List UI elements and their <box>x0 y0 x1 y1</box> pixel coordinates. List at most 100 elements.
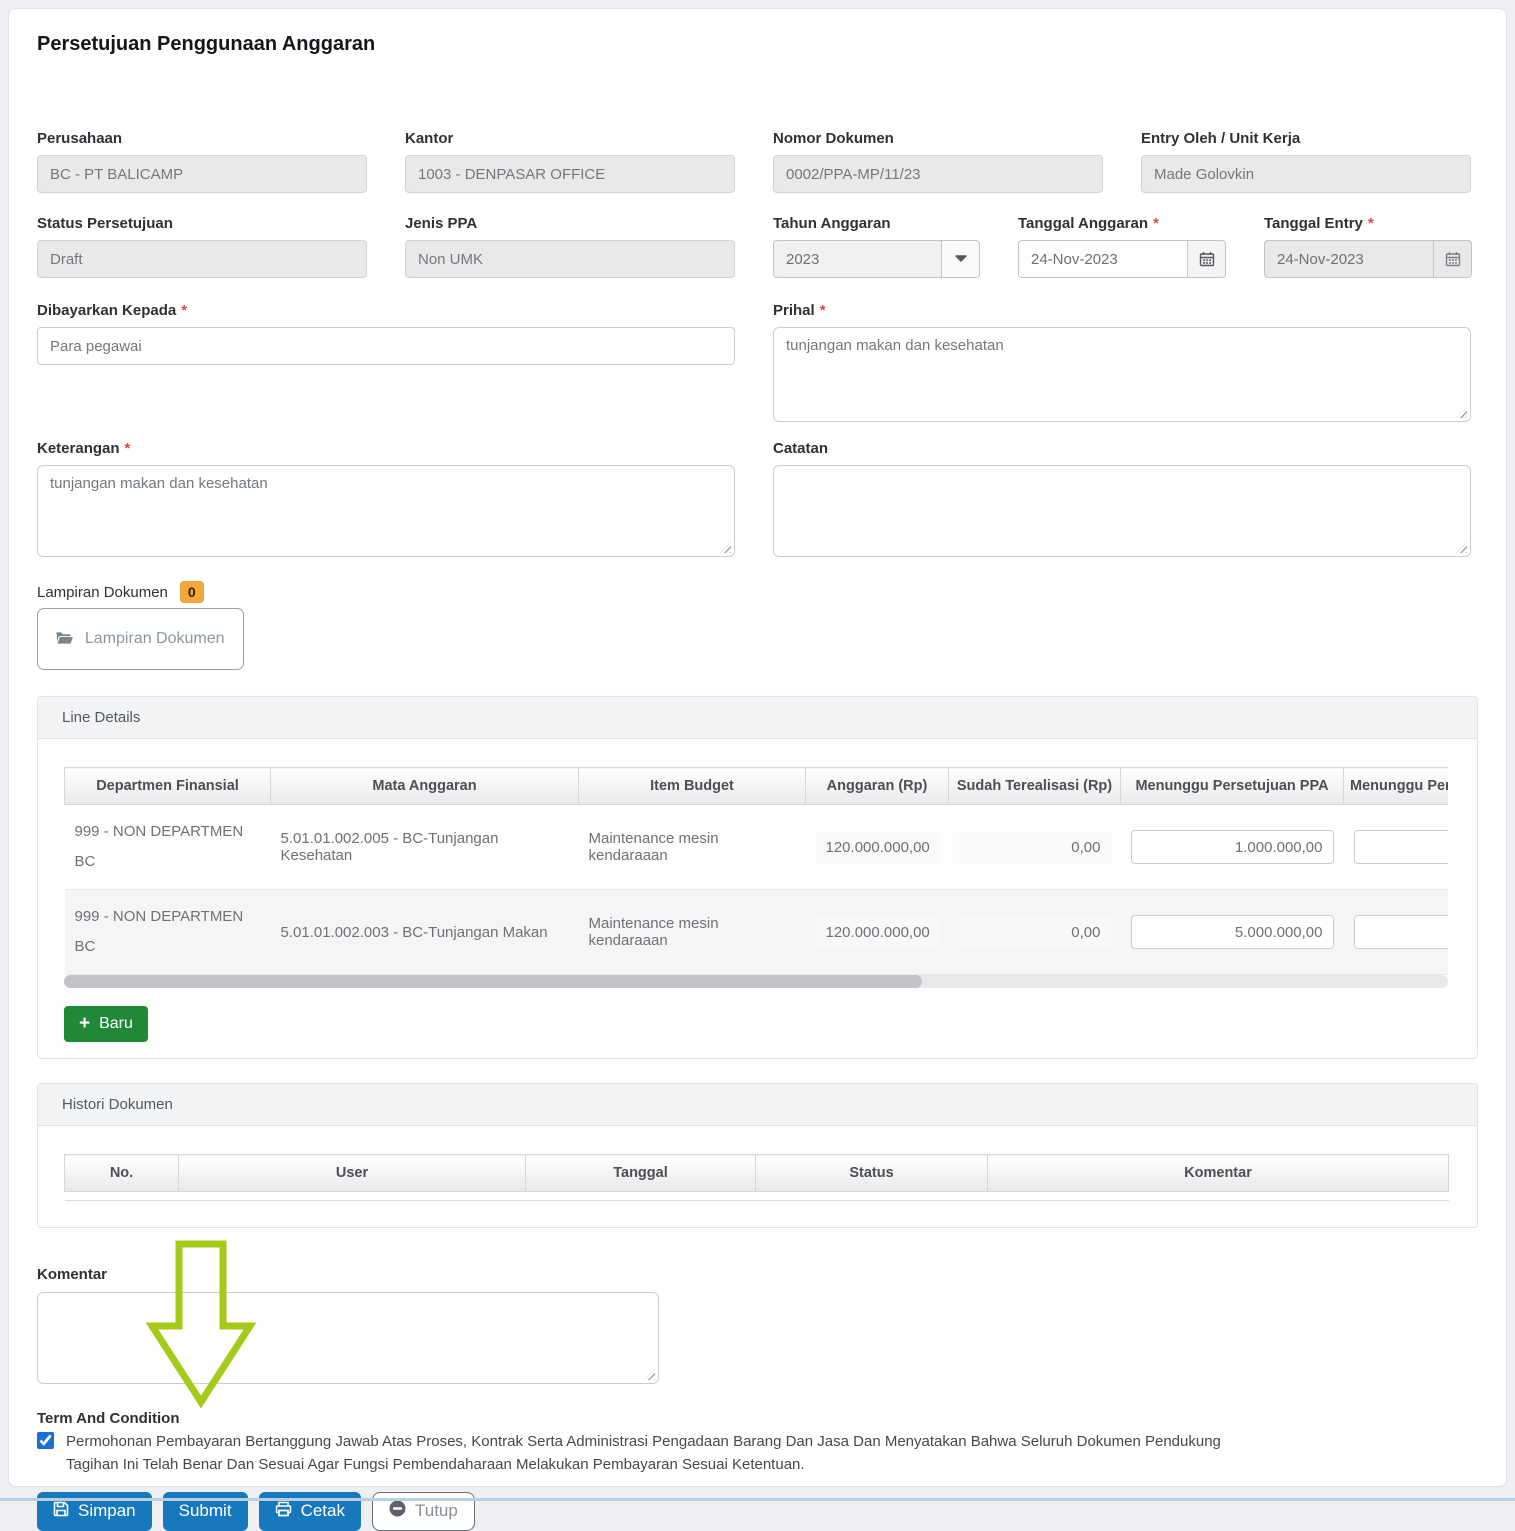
dept-cell: 999 - NON DEPARTMEN BC <box>74 908 244 955</box>
field-perusahaan: Perusahaan <box>37 130 367 193</box>
horizontal-scrollbar[interactable] <box>64 975 1448 988</box>
tanggal-entry-value: 24-Nov-2023 <box>1277 250 1364 268</box>
kantor-label: Kantor <box>405 130 454 147</box>
tahun-anggaran-label: Tahun Anggaran <box>773 215 891 232</box>
submit-button-label: Submit <box>178 1501 232 1520</box>
tanggal-anggaran-datepicker[interactable]: 24-Nov-2023 <box>1018 240 1226 278</box>
col-status: Status <box>755 1154 988 1192</box>
komentar-section: Komentar <box>37 1266 659 1384</box>
histori-table: No. User Tanggal Status Komentar <box>64 1154 1449 1201</box>
col-menunggu-persetujuan-ppa: Menunggu Persetujuan PPA <box>1120 767 1344 805</box>
col-sudah-terealisasi: Sudah Terealisasi (Rp) <box>948 767 1121 805</box>
jenis-ppa-label: Jenis PPA <box>405 215 478 232</box>
terealisasi-value: 0,00 <box>958 831 1111 863</box>
mata-anggaran-cell: 5.01.01.002.005 - BC-Tunjangan Kesehatan <box>270 804 579 890</box>
komentar-textarea[interactable] <box>37 1292 659 1384</box>
tanggal-anggaran-value: 24-Nov-2023 <box>1031 250 1118 268</box>
main-form-card: Persetujuan Penggunaan Anggaran Perusaha… <box>8 8 1507 1531</box>
term-heading: Term And Condition <box>37 1410 180 1427</box>
line-details-table: Departmen Finansial Mata Anggaran Item B… <box>64 767 1448 975</box>
terealisasi-value: 0,00 <box>958 916 1111 948</box>
nomor-dokumen-label: Nomor Dokumen <box>773 130 894 147</box>
baru-button[interactable]: + Baru <box>64 1006 148 1042</box>
dept-cell: 999 - NON DEPARTMEN BC <box>74 823 244 870</box>
required-asterisk: * <box>181 302 188 319</box>
col-menunggu-cut: Menunggu Per <box>1343 767 1448 805</box>
field-tahun-anggaran: Tahun Anggaran 2023 <box>773 215 980 278</box>
menunggu-cut-input[interactable] <box>1353 830 1448 864</box>
col-no: No. <box>64 1154 179 1192</box>
plus-icon: + <box>79 1013 91 1034</box>
scrollbar-thumb[interactable] <box>64 975 923 988</box>
col-item-budget: Item Budget <box>578 767 806 805</box>
chevron-down-icon[interactable] <box>941 241 979 277</box>
field-prihal: Prihal * tunjangan makan dan kesehatan <box>773 302 1471 422</box>
cetak-button-label: Cetak <box>300 1501 345 1520</box>
required-asterisk: * <box>124 440 131 457</box>
item-budget-cell: Maintenance mesin kendaraaan <box>578 804 806 890</box>
entry-oleh-label: Entry Oleh / Unit Kerja <box>1141 130 1301 147</box>
catatan-label: Catatan <box>773 440 829 457</box>
field-status-persetujuan: Status Persetujuan <box>37 215 367 278</box>
status-persetujuan-input <box>37 240 367 278</box>
minus-circle-icon <box>389 1500 406 1522</box>
field-tanggal-anggaran: Tanggal Anggaran * 24-Nov-2023 <box>1018 215 1226 278</box>
lampiran-section: Lampiran Dokumen 0 Lampiran Dokumen <box>37 581 1478 670</box>
baru-button-label: Baru <box>99 1015 133 1032</box>
catatan-textarea[interactable] <box>773 465 1471 557</box>
bottom-edge-strip <box>0 1498 1515 1501</box>
col-user: User <box>178 1154 526 1192</box>
menunggu-ppa-input[interactable] <box>1130 830 1334 864</box>
lampiran-count-badge: 0 <box>179 581 204 603</box>
form-row-1: Perusahaan Kantor Nomor Dokumen Entry Ol… <box>37 130 1478 193</box>
calendar-icon[interactable] <box>1187 241 1225 277</box>
anggaran-value: 120.000.000,00 <box>815 916 939 948</box>
field-keterangan: Keterangan * tunjangan makan dan kesehata… <box>37 440 735 557</box>
line-details-title: Line Details <box>38 697 1477 739</box>
table-row: 999 - NON DEPARTMEN BC 5.01.01.002.003 -… <box>64 889 1448 975</box>
jenis-ppa-input <box>405 240 735 278</box>
status-persetujuan-label: Status Persetujuan <box>37 215 173 232</box>
keterangan-textarea[interactable]: tunjangan makan dan kesehatan <box>37 465 735 557</box>
field-jenis-ppa: Jenis PPA <box>405 215 735 278</box>
entry-oleh-input <box>1141 155 1471 193</box>
required-asterisk: * <box>1153 215 1159 232</box>
lampiran-label: Lampiran Dokumen <box>37 583 168 601</box>
dibayarkan-kepada-input[interactable] <box>37 327 735 365</box>
folder-open-icon <box>56 631 77 649</box>
col-mata-anggaran: Mata Anggaran <box>270 767 579 805</box>
form-row-2: Status Persetujuan Jenis PPA Tahun Angga… <box>37 215 1478 278</box>
form-row-4: Keterangan * tunjangan makan dan kesehata… <box>37 440 1478 557</box>
menunggu-ppa-input[interactable] <box>1130 915 1334 949</box>
term-text: Permohonan Pembayaran Bertanggung Jawab … <box>66 1433 1221 1474</box>
table-row: 999 - NON DEPARTMEN BC 5.01.01.002.005 -… <box>64 804 1448 890</box>
field-kantor: Kantor <box>405 130 735 193</box>
col-komentar: Komentar <box>987 1154 1449 1192</box>
komentar-label: Komentar <box>37 1266 108 1283</box>
tutup-button-label: Tutup <box>414 1501 458 1520</box>
tanggal-entry-datepicker: 24-Nov-2023 <box>1264 240 1472 278</box>
calendar-icon <box>1433 241 1471 277</box>
term-and-condition-section: Term And Condition Permohonan Pembayaran… <box>37 1410 1478 1477</box>
required-asterisk: * <box>1367 215 1374 232</box>
empty-history-row <box>64 1191 1449 1201</box>
field-catatan: Catatan <box>773 440 1471 557</box>
keterangan-label: Keterangan <box>37 440 120 457</box>
lampiran-dokumen-button[interactable]: Lampiran Dokumen <box>37 608 244 670</box>
dibayarkan-kepada-label: Dibayarkan Kepada <box>37 302 177 319</box>
col-tanggal: Tanggal <box>525 1154 756 1192</box>
field-nomor-dokumen: Nomor Dokumen <box>773 130 1103 193</box>
col-departmen-finansial: Departmen Finansial <box>64 767 271 805</box>
col-anggaran: Anggaran (Rp) <box>805 767 949 805</box>
prihal-label: Prihal <box>773 302 815 319</box>
term-checkbox[interactable] <box>37 1432 54 1449</box>
kantor-input <box>405 155 735 193</box>
tahun-anggaran-select[interactable]: 2023 <box>773 240 980 278</box>
perusahaan-input <box>37 155 367 193</box>
menunggu-cut-input[interactable] <box>1353 915 1448 949</box>
save-icon <box>53 1501 69 1522</box>
histori-dokumen-title: Histori Dokumen <box>38 1084 1477 1126</box>
item-budget-cell: Maintenance mesin kendaraaan <box>578 889 806 975</box>
page-title: Persetujuan Penggunaan Anggaran <box>37 33 376 55</box>
prihal-textarea[interactable]: tunjangan makan dan kesehatan <box>773 327 1471 422</box>
